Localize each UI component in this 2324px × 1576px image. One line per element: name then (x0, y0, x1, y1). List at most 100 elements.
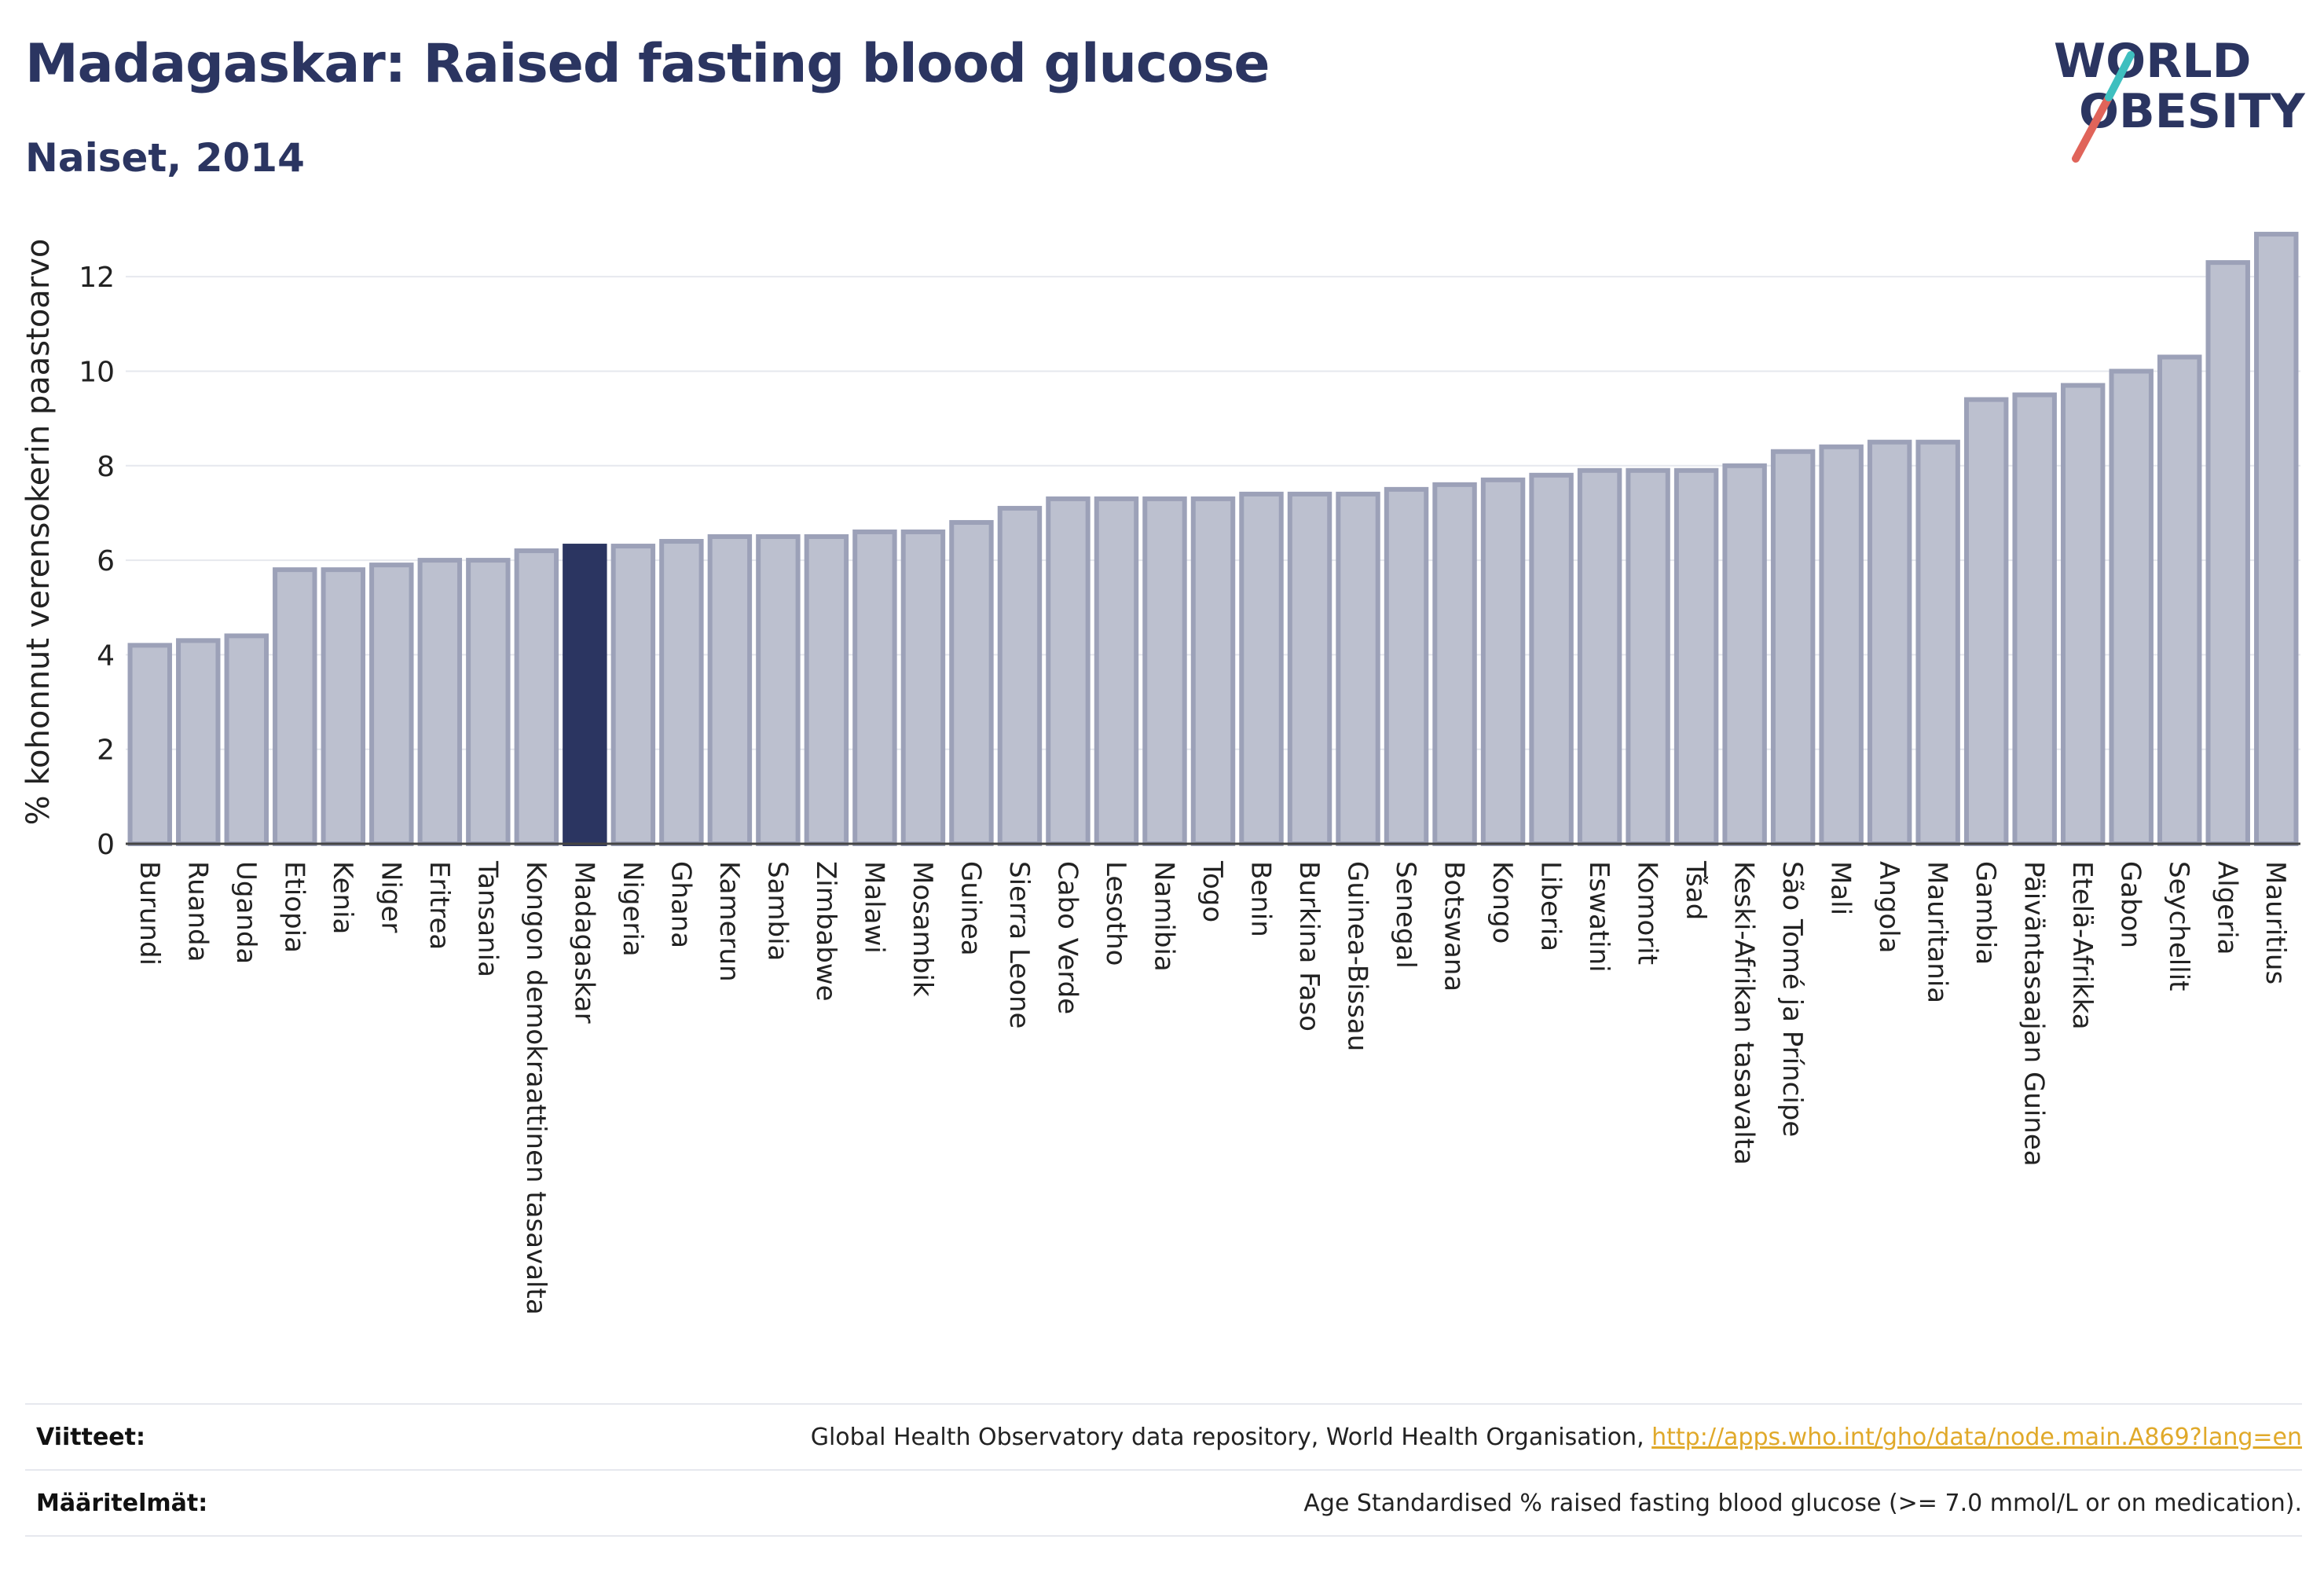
bar (1963, 397, 2009, 846)
x-tick-label: Burundi (134, 861, 165, 966)
bar (127, 643, 172, 847)
chart-title: Madagaskar: Raised fasting blood glucose (25, 33, 1270, 95)
bar (1142, 496, 1187, 846)
x-tick-label: Sambia (761, 861, 793, 961)
x-tick-label: Keski-Afrikan tasavalta (1728, 861, 1760, 1165)
y-tick-label: 10 (79, 356, 115, 388)
bar (2109, 368, 2154, 846)
x-tick-label: Mali (1825, 861, 1857, 915)
bar (1432, 482, 1477, 847)
y-tick-label: 12 (79, 262, 115, 294)
y-tick-label: 8 (97, 451, 115, 483)
bar-chart: 0 2 4 6 8 10 12 % kohonnut verensokerin paastoa… (20, 232, 2300, 1315)
bar (2012, 392, 2057, 846)
x-tick-label: Malawi (858, 861, 889, 954)
x-tick-label: Ruanda (181, 861, 213, 962)
logo-slash-red (2072, 93, 2113, 163)
bar (1915, 439, 1960, 846)
bar (900, 530, 946, 846)
x-tick-label: Guinea-Bissau (1342, 861, 1373, 1051)
bar (1336, 491, 1380, 846)
y-tick-label: 2 (97, 735, 115, 767)
x-tick-label: São Tomé ja Príncipe (1776, 861, 1808, 1137)
y-tick-label: 4 (97, 640, 115, 672)
bar (1239, 491, 1284, 846)
y-tick-label: 6 (97, 545, 115, 577)
bar (1626, 467, 1670, 846)
x-tick-label: Liberia (1535, 861, 1567, 951)
x-tick-label: Benin (1245, 861, 1277, 937)
x-tick-label: Togo (1197, 860, 1228, 922)
bar (997, 505, 1043, 846)
bar (1384, 486, 1429, 846)
chart-footer: Viitteet: Global Health Observatory data… (25, 1403, 2302, 1537)
sources-value: Global Health Observatory data repositor… (811, 1424, 2302, 1451)
x-tick-label: Mauritius (2260, 861, 2291, 984)
x-tick-label: Botswana (1439, 861, 1470, 991)
x-tick-label: Mosambik (907, 861, 938, 997)
bar (2060, 383, 2106, 847)
x-tick-label: Senegal (1390, 861, 1421, 969)
chart-subtitle: Naiset, 2014 (25, 135, 305, 181)
logo-line-2: OBESITY (2079, 84, 2306, 139)
sources-link[interactable]: http://apps.who.int/gho/data/node.main.A… (1651, 1423, 2302, 1451)
bar (659, 539, 704, 846)
x-tick-label: Ghana (665, 861, 696, 948)
x-tick-label: Burkina Faso (1293, 861, 1325, 1032)
x-tick-label: Eswatini (1583, 861, 1615, 973)
x-tick-label: Cabo Verde (1051, 861, 1083, 1014)
bar (176, 638, 221, 847)
bar (1577, 467, 1622, 846)
bar (1190, 496, 1236, 846)
x-tick-label: Päiväntasaajan Guinea (2018, 861, 2050, 1167)
logo-slash-teal (2105, 51, 2135, 101)
bar (514, 548, 559, 846)
bar (1094, 496, 1139, 846)
logo-line-1: WORLD (2054, 34, 2251, 89)
bar (1480, 477, 1526, 846)
x-tick-label: Nigeria (617, 861, 648, 957)
bar (224, 633, 269, 846)
bar (1287, 491, 1332, 846)
x-tick-label: Uganda (230, 861, 262, 964)
bar (804, 534, 849, 846)
x-tick-label: Etiopia (278, 861, 310, 953)
x-tick-label: Kongon demokraattinen tasavalta (520, 861, 552, 1315)
bar (1867, 439, 1912, 846)
bar (707, 534, 753, 846)
x-tick-label: Algeria (2212, 861, 2243, 955)
definitions-value: Age Standardised % raised fasting blood … (1303, 1489, 2302, 1517)
bar (2205, 260, 2250, 846)
x-tick-label: Niger (375, 861, 406, 933)
world-obesity-logo: WORLD OBESITY (2054, 34, 2306, 163)
bar (610, 544, 656, 847)
bar (852, 530, 897, 846)
bar (2157, 354, 2202, 846)
x-tick-label: Mauritania (1922, 861, 1953, 1003)
x-tick-label: Guinea (955, 861, 986, 956)
x-tick-label: Gambia (1970, 861, 2001, 965)
x-tick-label: Etelä-Afrikka (2066, 861, 2098, 1030)
bar (563, 544, 607, 847)
x-tick-label: Lesotho (1100, 861, 1131, 966)
bar (756, 534, 801, 846)
x-tick-label: Angola (1873, 861, 1904, 953)
x-tick-label: Kenia (327, 861, 358, 934)
bar (1819, 444, 1864, 847)
sources-text: Global Health Observatory data repositor… (810, 1423, 1652, 1451)
bar (1673, 467, 1719, 846)
y-tick-label: 0 (97, 829, 115, 861)
sources-row: Viitteet: Global Health Observatory data… (25, 1403, 2302, 1469)
bar (2254, 232, 2299, 846)
y-axis-title: % kohonnut verensokerin paastoarvo (20, 239, 57, 826)
x-tick-label: Tšad (1680, 860, 1711, 920)
x-tick-label: Madagaskar (568, 861, 599, 1024)
definitions-row: Määritelmät: Age Standardised % raised f… (25, 1469, 2302, 1537)
bar (466, 558, 511, 846)
x-tick-label: Eritrea (423, 861, 455, 950)
bar (417, 558, 463, 846)
definitions-label: Määritelmät: (36, 1489, 208, 1517)
x-tick-label: Kamerun (713, 861, 745, 982)
bar (1046, 496, 1091, 846)
x-tick-label: Zimbabwe (810, 861, 841, 1002)
